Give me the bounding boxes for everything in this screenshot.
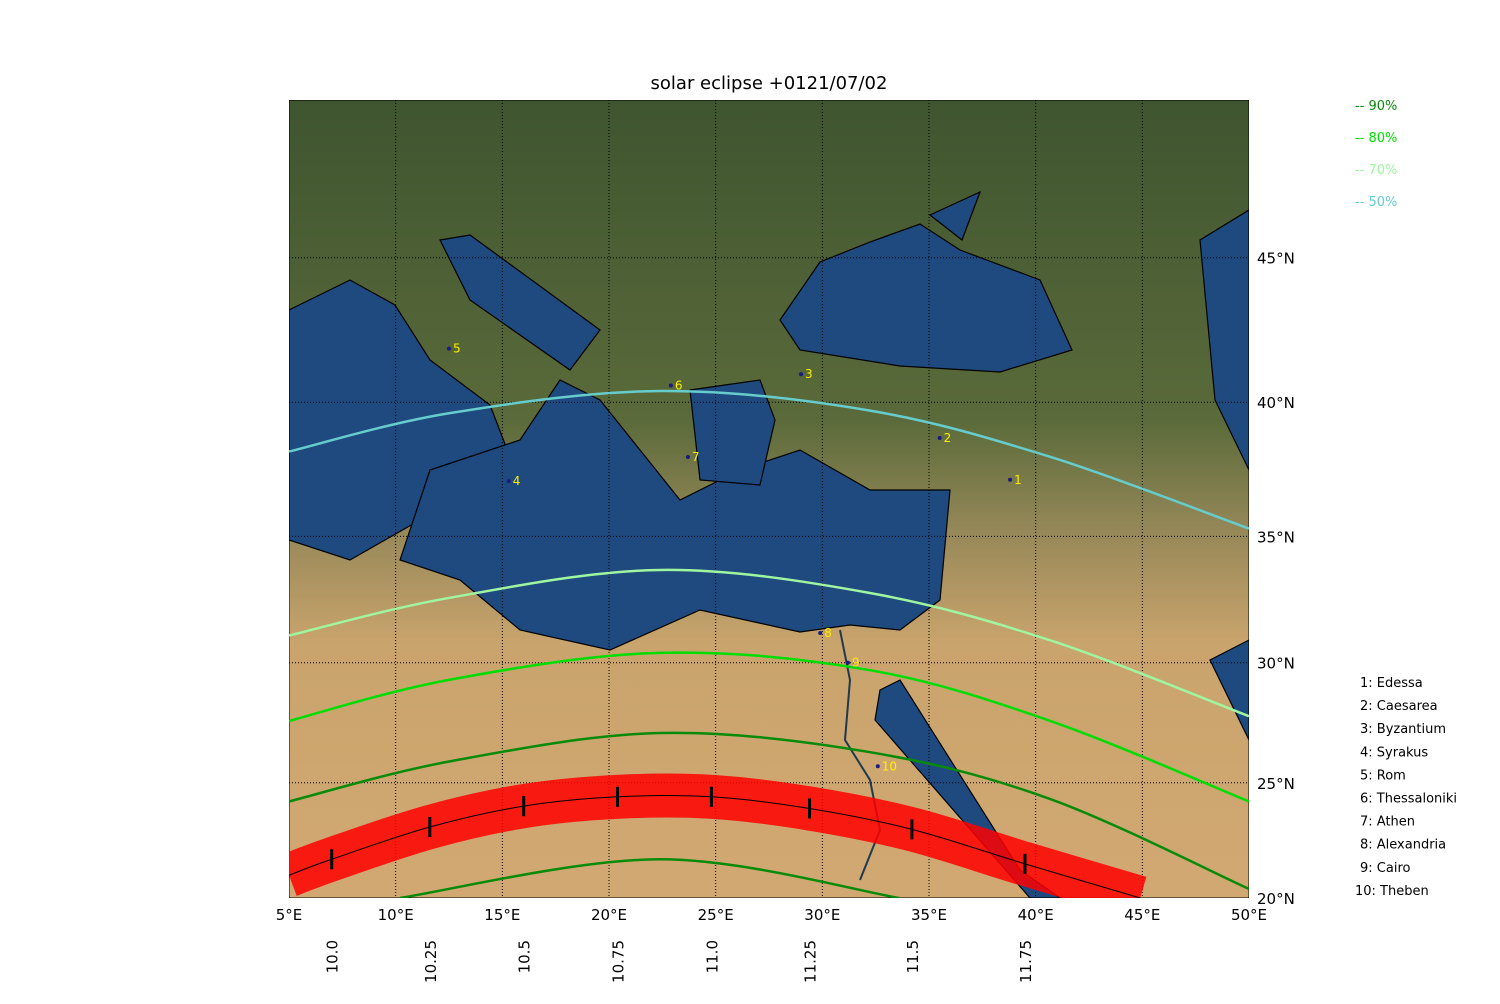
lat-tick-label: 35°N xyxy=(1257,528,1295,546)
lon-tick-label: 35°E xyxy=(911,906,947,924)
city-number: 8 xyxy=(824,626,832,640)
magnitude-curve xyxy=(289,389,1249,530)
city-marker xyxy=(506,479,511,484)
city-legend: 6: Thessaloniki xyxy=(1360,792,1457,807)
city-number: 1 xyxy=(1014,473,1022,487)
city-number: 3 xyxy=(805,367,813,381)
city-legend: 5: Rom xyxy=(1360,768,1406,783)
lon-tick-label: 5°E xyxy=(276,906,303,924)
title: solar eclipse +0121/07/02 xyxy=(651,73,888,94)
magnitude-curve xyxy=(289,651,1249,803)
legend-entry: -- 90% xyxy=(1355,99,1397,114)
city-marker xyxy=(668,383,673,388)
legend-entry: -- 80% xyxy=(1355,131,1397,146)
city-marker xyxy=(845,660,850,665)
city-number: 6 xyxy=(675,378,683,392)
magnitude-curve xyxy=(289,568,1249,718)
city-legend: 9: Cairo xyxy=(1360,861,1410,876)
lat-tick-label: 45°N xyxy=(1257,250,1295,268)
city-legend: 1: Edessa xyxy=(1360,676,1423,691)
city-number: 7 xyxy=(692,450,700,464)
city-legend: 8: Alexandria xyxy=(1360,838,1446,853)
city-marker xyxy=(875,764,880,769)
city-marker xyxy=(685,454,690,459)
lon-tick-label: 40°E xyxy=(1018,906,1054,924)
city-number: 9 xyxy=(852,656,860,670)
time-label: 11.0 xyxy=(703,940,721,973)
lon-tick-label: 15°E xyxy=(484,906,520,924)
city-legend: 10: Theben xyxy=(1355,884,1429,899)
lon-tick-label: 20°E xyxy=(591,906,627,924)
time-label: 10.5 xyxy=(516,940,534,973)
map-background xyxy=(289,100,1249,898)
magnitude-curve xyxy=(289,731,1249,891)
map-layer xyxy=(289,100,1249,898)
city-legend: 4: Syrakus xyxy=(1360,745,1428,760)
time-label: 11.25 xyxy=(802,940,820,983)
time-label: 11.75 xyxy=(1017,940,1035,983)
city-number: 5 xyxy=(453,342,461,356)
city-legend: 2: Caesarea xyxy=(1360,699,1438,714)
magnitude-curve xyxy=(399,858,900,898)
time-label: 10.0 xyxy=(324,940,342,973)
city-number: 4 xyxy=(513,474,521,488)
city-marker xyxy=(1008,477,1013,482)
city-legend: 3: Byzantium xyxy=(1360,722,1446,737)
legend-entry: -- 50% xyxy=(1355,195,1397,210)
central-line xyxy=(289,794,1141,898)
city-legend: 7: Athen xyxy=(1360,815,1415,830)
lon-tick-label: 45°E xyxy=(1124,906,1160,924)
lat-tick-label: 40°N xyxy=(1257,394,1295,412)
time-label: 10.75 xyxy=(610,940,628,983)
city-marker xyxy=(937,435,942,440)
lon-tick-label: 10°E xyxy=(378,906,414,924)
lat-tick-label: 30°N xyxy=(1257,655,1295,673)
city-marker xyxy=(818,631,823,636)
lon-tick-label: 25°E xyxy=(698,906,734,924)
lat-tick-label: 25°N xyxy=(1257,775,1295,793)
city-number: 10 xyxy=(882,759,897,773)
time-label: 11.5 xyxy=(904,940,922,973)
city-number: 2 xyxy=(944,431,952,445)
lat-tick-label: 20°N xyxy=(1257,890,1295,908)
city-marker xyxy=(447,346,451,351)
lon-tick-label: 50°E xyxy=(1231,906,1267,924)
lon-tick-label: 30°E xyxy=(804,906,840,924)
legend-entry: -- 70% xyxy=(1355,163,1397,178)
city-marker xyxy=(799,372,803,377)
time-label: 10.25 xyxy=(422,940,440,983)
